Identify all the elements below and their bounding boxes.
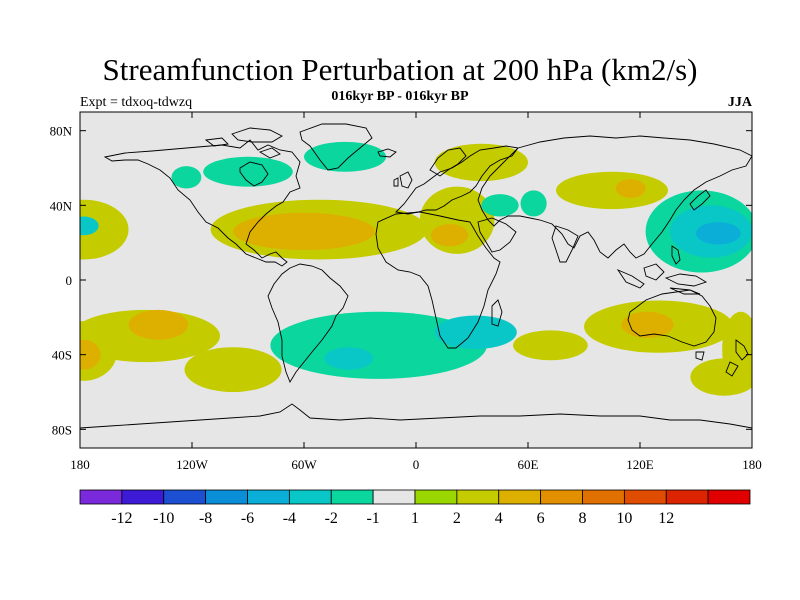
y-tick-label: 0	[66, 273, 73, 288]
colorbar-swatch	[456, 489, 500, 505]
colorbar-label: 12	[658, 510, 674, 527]
coast-maritime-continent	[616, 263, 708, 295]
x-tick-label: 120E	[626, 457, 654, 472]
colorbar-swatch	[121, 489, 165, 505]
field-region-south-pacific-positive-core	[128, 309, 189, 340]
y-tick-label: 80N	[50, 124, 73, 139]
coast-india	[551, 225, 579, 263]
map-background	[80, 112, 752, 448]
colorbar-swatch	[247, 489, 290, 505]
colorbar-label: 4	[495, 510, 503, 527]
x-tick-label: 0	[413, 457, 420, 472]
x-tick-label: 120W	[176, 457, 209, 472]
colorbar-swatch	[205, 489, 248, 505]
y-tick-label: 80S	[52, 422, 72, 437]
field-region-caspian-negative	[520, 190, 547, 217]
colorbar-swatch	[163, 489, 207, 505]
field-region-southern-africa-negative	[434, 315, 517, 350]
field-region-north-atlantic-positive-core	[233, 212, 375, 251]
coast-scandinavia	[429, 147, 467, 177]
x-tick-label: 60W	[291, 457, 317, 472]
coast-arabia	[477, 217, 517, 253]
colorbar-label: 6	[537, 510, 545, 527]
coast-tasmania	[695, 351, 705, 361]
colorbar-label: -4	[283, 510, 296, 527]
colorbar-label: 2	[453, 510, 461, 527]
plot-title: Streamfunction Perturbation at 200 hPa (…	[102, 52, 698, 87]
colorbar-swatch	[288, 489, 332, 505]
x-tick-label: 180	[742, 457, 762, 472]
colorbar-swatch	[582, 489, 625, 505]
colorbar-label: 8	[579, 510, 587, 527]
colorbar: -12 -10 -8 -6 -4 -2 -1 1 2 4 6 8 10 12	[79, 489, 751, 527]
colorbar-label: -1	[366, 510, 379, 527]
field-region-southern-ocean-positive	[690, 358, 752, 396]
field-region-north-pacific-east-core	[80, 216, 99, 236]
plot-subtitle: 016kyr BP - 016kyr BP	[331, 89, 469, 104]
colorbar-swatch	[414, 489, 458, 505]
field-region-hudson-negative	[203, 156, 293, 187]
colorbar-label: -12	[111, 510, 132, 527]
season-label: JJA	[727, 95, 752, 110]
coast-europe	[395, 145, 519, 215]
colorbar-label: 1	[411, 510, 419, 527]
coast-australia	[627, 289, 717, 347]
colorbar-swatch	[665, 489, 709, 505]
coast-british-isles	[393, 171, 413, 189]
field-region-south-atlantic-negative-core	[324, 347, 374, 370]
coast-new-zealand	[725, 339, 749, 377]
colorbar-swatch	[540, 489, 583, 505]
colorbar-label: -10	[153, 510, 174, 527]
map-panel: 180 120W 60W 0 60E 120E 180 80N 40N 0 40S 80S	[50, 111, 762, 472]
colorbar-swatch	[623, 489, 667, 505]
field-region-central-asia-positive	[556, 171, 668, 210]
field-region-arctic-positive	[434, 143, 528, 182]
y-tick-label: 40N	[50, 198, 73, 213]
coast-africa	[375, 211, 501, 349]
field-region-south-atlantic-negative	[270, 311, 487, 379]
coastlines	[80, 123, 752, 429]
coast-japan	[689, 189, 711, 211]
experiment-label: Expt = tdxoq-tdwzq	[80, 95, 193, 110]
colorbar-swatch	[330, 489, 374, 505]
colorbar-label: -6	[241, 510, 254, 527]
coast-south-america	[267, 263, 349, 384]
y-tick-label: 40S	[52, 348, 72, 363]
colorbar-swatch	[707, 489, 751, 505]
coast-madagascar	[491, 299, 503, 327]
field-region-greenland-negative	[304, 141, 387, 172]
coast-philippines	[671, 245, 681, 265]
field-region-south-america-positive	[184, 347, 282, 392]
field-region-indian-ocean-positive	[513, 330, 588, 361]
field-region-arabia-negative	[481, 194, 519, 217]
coast-north-america	[103, 139, 301, 267]
coast-iceland	[377, 148, 397, 158]
x-tick-label: 60E	[518, 457, 539, 472]
axis-ticks: 180 120W 60W 0 60E 120E 180 80N 40N 0 40S 80S	[50, 112, 762, 472]
coast-hudson-bay	[239, 161, 269, 187]
colorbar-label: -2	[325, 510, 338, 527]
x-tick-label: 180	[70, 457, 90, 472]
colorbar-swatch	[79, 489, 123, 505]
coast-antarctica	[80, 403, 752, 429]
colorbar-swatch	[498, 489, 542, 505]
field-region-africa-positive	[430, 224, 469, 247]
coast-greenland	[299, 123, 373, 171]
colorbar-swatch	[372, 489, 416, 505]
coast-asia	[477, 135, 752, 259]
field-region-west-pacific-negative-core	[696, 222, 741, 245]
colorbar-label: -8	[199, 510, 212, 527]
field-region-north-pacific-east	[80, 199, 129, 260]
colorbar-label: 10	[616, 510, 632, 527]
coast-arctic-islands	[204, 127, 283, 159]
field-region-central-asia-positive-core	[615, 179, 646, 198]
field-region-north-america-negative	[171, 166, 202, 189]
field-region-south-pacific-west-core	[80, 339, 101, 370]
